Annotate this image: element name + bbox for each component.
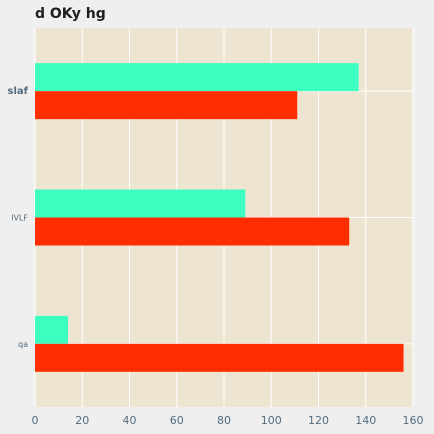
bar-series-2-lVLF bbox=[35, 217, 350, 246]
y-category-label: qa bbox=[18, 340, 28, 349]
x-tick-label: 160 bbox=[403, 414, 424, 427]
x-tick-label: 0 bbox=[32, 414, 39, 427]
y-axis: slaf lVLF qa bbox=[8, 86, 29, 349]
x-tick-label: 80 bbox=[217, 414, 231, 427]
chart-title: d OKy hg bbox=[35, 6, 106, 22]
x-tick-label: 140 bbox=[355, 414, 376, 427]
bar-series-1-qa bbox=[35, 315, 69, 344]
x-tick-label: 100 bbox=[261, 414, 282, 427]
bar-series-2-qa bbox=[35, 343, 404, 372]
y-category-label: slaf bbox=[8, 86, 29, 97]
x-tick-label: 60 bbox=[170, 414, 184, 427]
x-tick-label: 120 bbox=[308, 414, 329, 427]
y-category-label: lVLF bbox=[11, 214, 28, 223]
bar-series-1-lVLF bbox=[35, 189, 246, 218]
x-tick-label: 20 bbox=[75, 414, 89, 427]
bars-group bbox=[35, 63, 404, 372]
x-tick-label: 40 bbox=[123, 414, 137, 427]
x-axis: 0 20 40 60 80 100 120 140 160 bbox=[32, 414, 424, 427]
bar-series-2-slaf bbox=[35, 91, 298, 120]
bar-series-1-slaf bbox=[35, 63, 359, 92]
